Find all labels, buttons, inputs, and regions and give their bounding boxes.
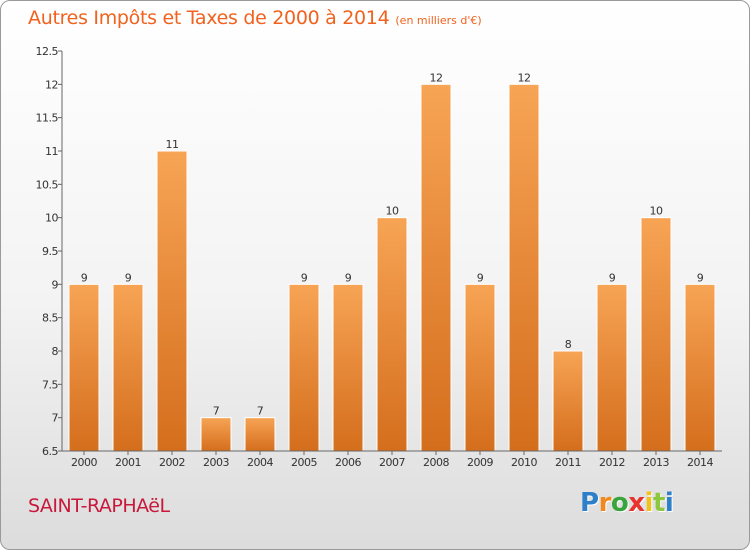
data-label-2014: 9 — [697, 271, 704, 284]
commune-name: SAINT-RAPHAëL — [28, 495, 170, 517]
bar-2009 — [464, 283, 496, 452]
data-label-2012: 9 — [609, 271, 616, 284]
y-tick-label: 9 — [52, 278, 59, 291]
bar-2003 — [200, 417, 232, 452]
y-tick-label: 7.5 — [42, 378, 58, 391]
bar-2008 — [420, 83, 452, 452]
bar-2012 — [596, 283, 628, 452]
y-tick-label: 7 — [52, 412, 59, 425]
x-tick-label-2013: 2013 — [643, 456, 669, 469]
chart-title-block: Autres Impôts et Taxes de 2000 à 2014 (en… — [28, 7, 482, 29]
chart-title: Autres Impôts et Taxes de 2000 à 2014 — [28, 7, 390, 29]
data-label-2001: 9 — [125, 271, 132, 284]
x-tick-label-2014: 2014 — [687, 456, 713, 469]
x-tick-label-2012: 2012 — [599, 456, 625, 469]
x-tick-label-2005: 2005 — [291, 456, 317, 469]
data-label-2006: 9 — [345, 271, 352, 284]
y-tick-label: 9.5 — [42, 245, 58, 258]
logo-letter: i — [664, 488, 674, 518]
proxiti-logo: Proxiti — [580, 488, 674, 518]
bar-2004 — [244, 417, 276, 452]
data-label-2007: 10 — [386, 205, 399, 218]
data-label-2009: 9 — [477, 271, 484, 284]
x-tick-label-2000: 2000 — [71, 456, 97, 469]
bar-2006 — [332, 283, 364, 452]
x-tick-label-2011: 2011 — [555, 456, 581, 469]
logo-letter: i — [644, 488, 654, 518]
logo-letter: P — [580, 488, 599, 518]
y-tick-label: 10 — [45, 212, 58, 225]
data-label-2011: 8 — [565, 338, 572, 351]
y-tick-label: 8 — [52, 345, 59, 358]
data-label-2005: 9 — [301, 271, 308, 284]
bar-2005 — [288, 283, 320, 452]
logo-letter: o — [610, 488, 629, 518]
bar-2000 — [68, 283, 100, 452]
bar-2010 — [508, 83, 540, 452]
chart-subtitle: (en milliers d'€) — [395, 14, 482, 27]
bar-2001 — [112, 283, 144, 452]
y-tick-label: 10.5 — [36, 178, 59, 191]
bar-2011 — [552, 350, 584, 452]
data-label-2002: 11 — [166, 138, 179, 151]
x-tick-label-2008: 2008 — [423, 456, 449, 469]
data-label-2013: 10 — [650, 205, 663, 218]
logo-letter: r — [598, 488, 612, 518]
x-tick-label-2001: 2001 — [115, 456, 141, 469]
y-tick-label: 8.5 — [42, 312, 58, 325]
y-tick-label: 11 — [45, 145, 58, 158]
data-label-2008: 12 — [430, 71, 443, 84]
x-tick-label-2004: 2004 — [247, 456, 273, 469]
bar-2014 — [684, 283, 716, 452]
bar-2013 — [640, 217, 672, 452]
x-tick-label-2010: 2010 — [511, 456, 537, 469]
y-tick-label: 12.5 — [36, 45, 59, 58]
x-tick-label-2003: 2003 — [203, 456, 229, 469]
data-label-2000: 9 — [81, 271, 88, 284]
x-tick-label-2007: 2007 — [379, 456, 405, 469]
y-tick-label: 11.5 — [36, 112, 59, 125]
y-tick-label: 6.5 — [42, 445, 58, 458]
data-label-2004: 7 — [257, 405, 264, 418]
bar-2002 — [156, 150, 188, 452]
bar-2007 — [376, 217, 408, 452]
data-label-2003: 7 — [213, 405, 220, 418]
y-tick-label: 12 — [45, 78, 58, 91]
logo-letter: x — [628, 488, 645, 518]
logo-letter: t — [652, 488, 665, 518]
x-tick-label-2002: 2002 — [159, 456, 185, 469]
x-tick-label-2006: 2006 — [335, 456, 361, 469]
x-tick-label-2009: 2009 — [467, 456, 493, 469]
data-label-2010: 12 — [518, 71, 531, 84]
